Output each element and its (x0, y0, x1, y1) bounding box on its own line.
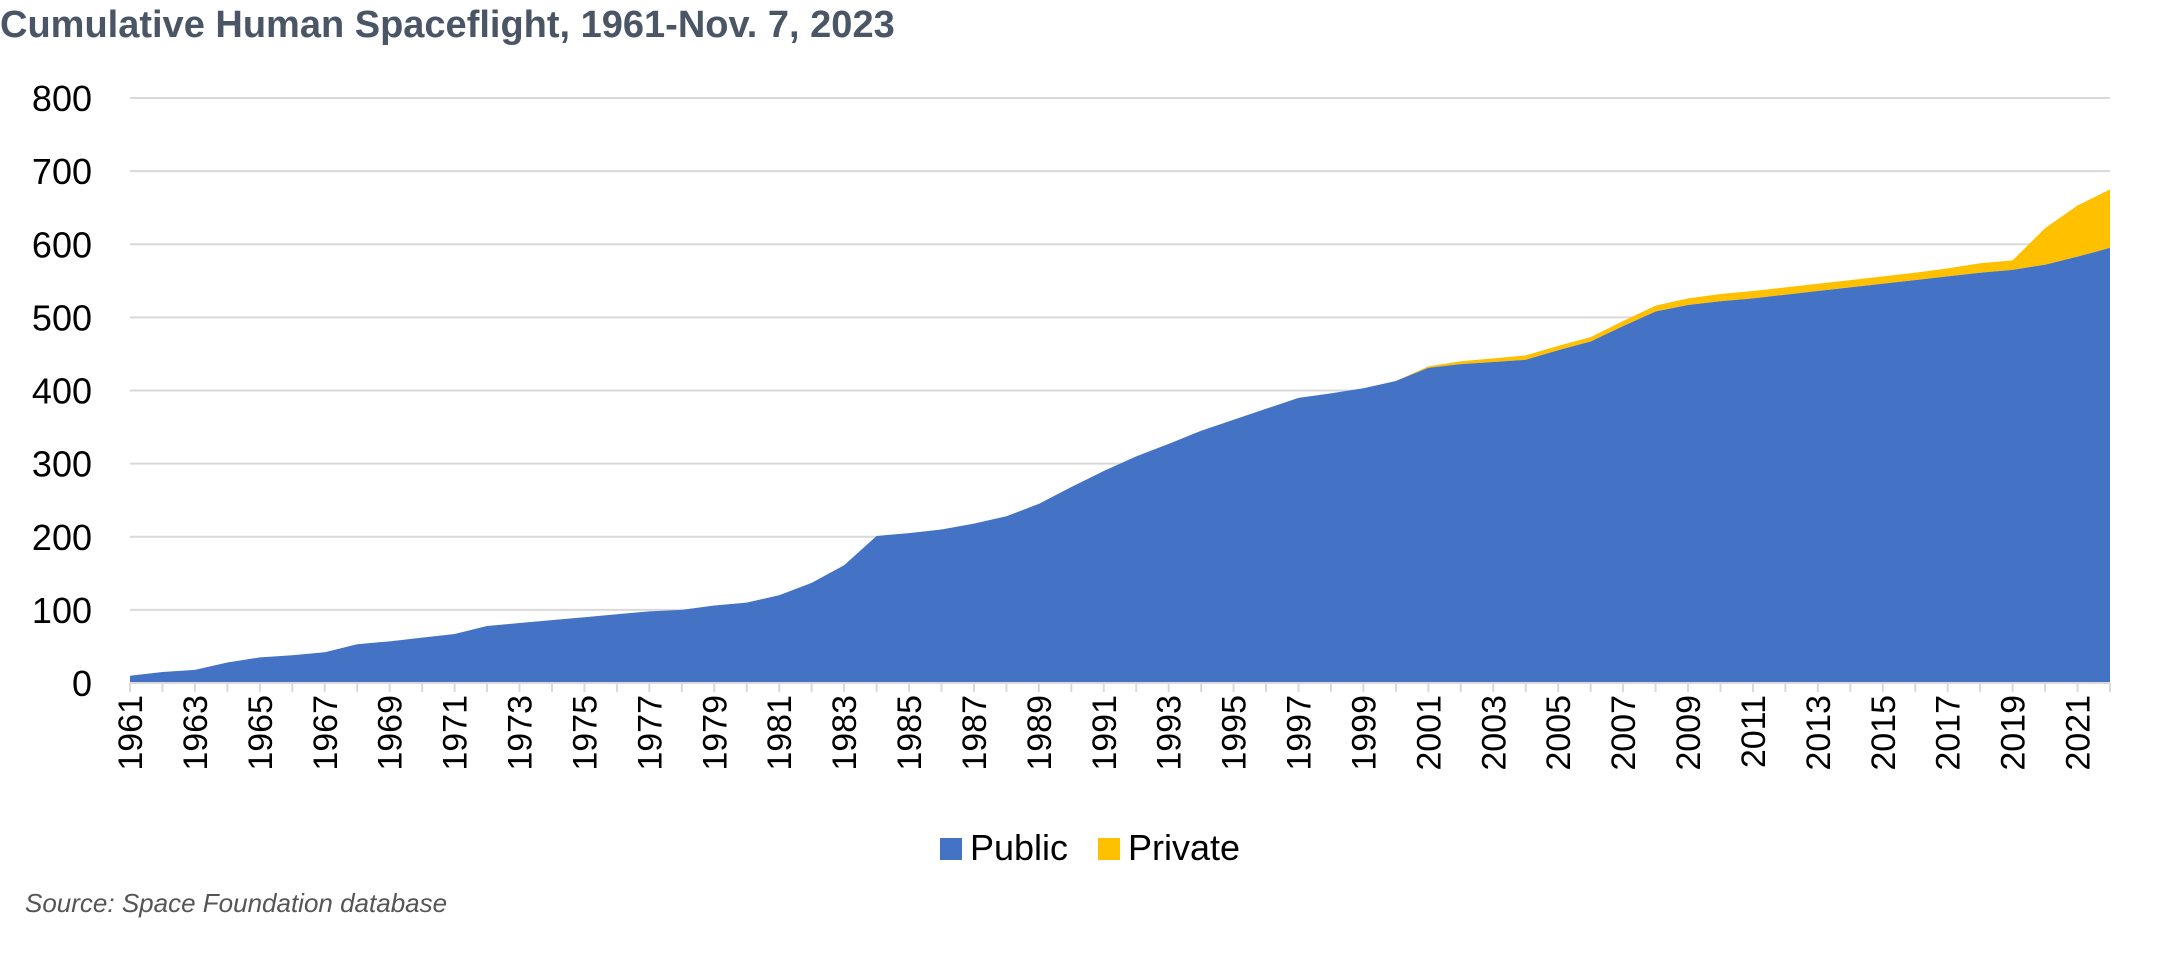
x-tick-label: 1993 (1151, 695, 1189, 771)
y-tick-label: 700 (32, 151, 92, 192)
x-tick-label: 1987 (956, 695, 994, 771)
y-tick-label: 0 (72, 663, 92, 704)
x-tick-label: 1969 (372, 695, 410, 771)
x-tick-label: 1963 (177, 695, 215, 771)
legend-label: Private (1128, 827, 1240, 868)
y-tick-label: 800 (32, 78, 92, 119)
chart-title: Cumulative Human Spaceflight, 1961-Nov. … (0, 4, 895, 46)
x-tick-label: 2007 (1605, 695, 1643, 771)
x-tick-label: 1977 (631, 695, 669, 771)
y-tick-label: 100 (32, 590, 92, 631)
y-tick-label: 200 (32, 517, 92, 558)
x-tick-label: 1997 (1281, 695, 1319, 771)
x-tick-label: 1965 (242, 695, 280, 771)
x-tick-label: 1983 (826, 695, 864, 771)
x-tick-label: 1975 (566, 695, 604, 771)
source-note: Source: Space Foundation database (25, 888, 448, 918)
x-tick-label: 2009 (1670, 695, 1708, 771)
x-tick-label: 1981 (761, 695, 799, 771)
x-tick-label: 1961 (112, 695, 150, 771)
x-tick-label: 1991 (1086, 695, 1124, 771)
legend-swatch (940, 838, 962, 860)
x-tick-label: 1971 (437, 695, 475, 771)
x-tick-label: 1967 (307, 695, 345, 771)
x-tick-label: 2013 (1800, 695, 1838, 771)
x-tick-label: 1985 (891, 695, 929, 771)
y-tick-label: 500 (32, 297, 92, 338)
x-tick-label: 1989 (1021, 695, 1059, 771)
x-tick-label: 2021 (2060, 695, 2098, 771)
x-tick-label: 2001 (1410, 695, 1448, 771)
x-tick-label: 1999 (1345, 695, 1383, 771)
legend-label: Public (970, 827, 1068, 868)
x-tick-label: 2005 (1540, 695, 1578, 771)
x-tick-label: 2019 (1995, 695, 2033, 771)
x-tick-label: 2017 (1930, 695, 1968, 771)
x-tick-label: 2003 (1475, 695, 1513, 771)
y-tick-label: 400 (32, 371, 92, 412)
y-tick-label: 600 (32, 224, 92, 265)
y-tick-label: 300 (32, 444, 92, 485)
x-tick-label: 2011 (1735, 695, 1773, 768)
x-tick-label: 1995 (1216, 695, 1254, 771)
x-tick-label: 1973 (502, 695, 540, 771)
x-tick-label: 1979 (696, 695, 734, 771)
legend-swatch (1098, 838, 1120, 860)
x-tick-label: 2015 (1865, 695, 1903, 771)
public-series-area (130, 247, 2110, 683)
